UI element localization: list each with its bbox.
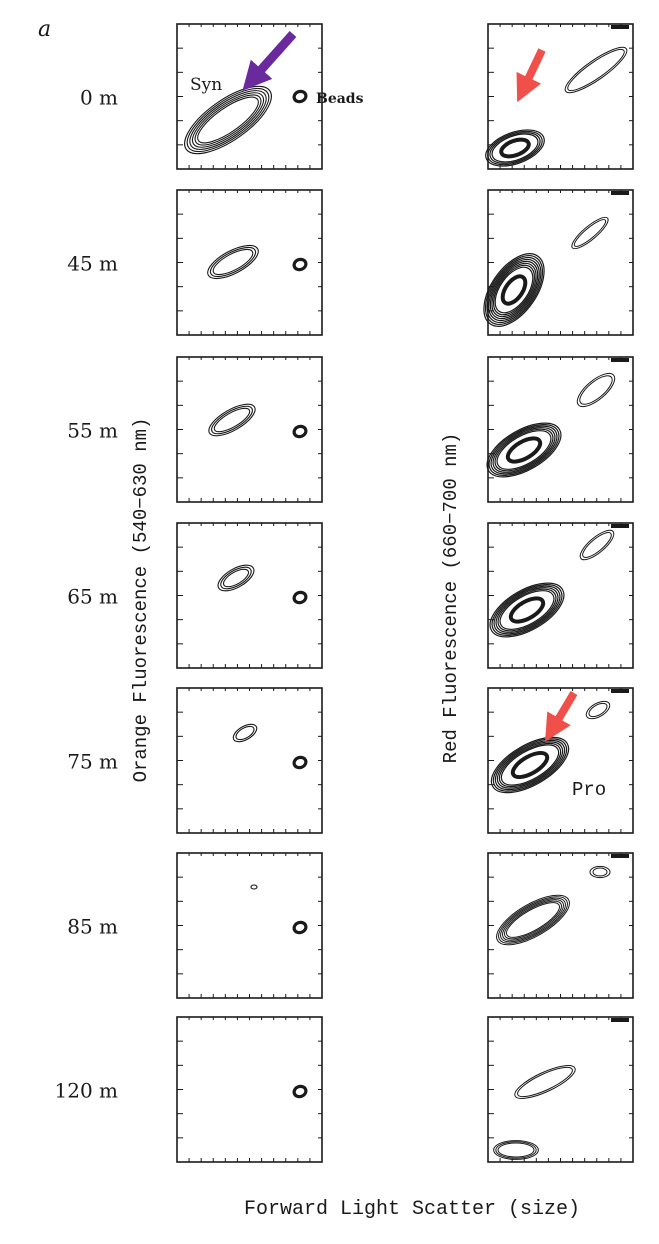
upper-cluster: [564, 46, 628, 94]
syn-cluster: [217, 564, 255, 592]
axis-ticks: [177, 24, 322, 169]
orange-panels: [176, 23, 323, 1163]
orange-panel: [176, 687, 323, 834]
pro-arrow: [545, 690, 578, 742]
upper-cluster: [579, 529, 615, 561]
pro-cluster: [493, 1140, 539, 1160]
upper-cluster: [585, 700, 611, 720]
axis-ticks: [177, 1017, 322, 1162]
red-panel: [487, 1016, 634, 1163]
orange-panel: [176, 356, 323, 503]
red-panel: [483, 189, 634, 336]
depth-label: 0 m: [80, 86, 118, 110]
axis-ticks: [177, 688, 322, 833]
pro-core: [510, 750, 550, 780]
red-panels: [483, 23, 634, 1163]
axis-ticks: [488, 190, 633, 335]
red-y-axis-label: Red Fluorescence (660−700 nm): [440, 433, 462, 764]
pro-cluster: [486, 422, 562, 478]
syn-cluster: [250, 884, 258, 890]
pro-cluster: [483, 253, 545, 327]
pro-core: [499, 137, 531, 159]
syn-cluster: [184, 85, 272, 155]
panel-letter: a: [38, 17, 51, 42]
axis-ticks: [488, 853, 633, 998]
syn-arrow: [242, 31, 297, 91]
axis-ticks: [488, 357, 633, 502]
orange-panel: [176, 852, 323, 999]
axis-ticks: [177, 190, 322, 335]
orange-panel: [176, 522, 323, 669]
axis-ticks: [488, 523, 633, 668]
upper-cluster: [576, 372, 616, 408]
axis-ticks: [177, 523, 322, 668]
red-panel: [487, 687, 634, 834]
orange-panel: [176, 23, 323, 170]
red-panel: [487, 522, 634, 669]
pro-cluster: [485, 129, 545, 167]
plot-frame: [176, 852, 323, 999]
red-arrow-top: [516, 48, 546, 103]
orange-y-axis-label: Orange Fluorescence (540−630 nm): [130, 418, 152, 783]
syn-cluster: [232, 723, 258, 743]
plot-frame: [176, 687, 323, 834]
pro-cluster: [496, 894, 570, 946]
axis-ticks: [488, 688, 633, 833]
upper-cluster: [571, 216, 609, 250]
axis-ticks: [177, 853, 322, 998]
plot-frame: [176, 522, 323, 669]
plot-frame: [176, 1016, 323, 1163]
beads-cluster: [292, 424, 308, 439]
depth-label: 55 m: [67, 419, 118, 443]
x-axis-label: Forward Light Scatter (size): [244, 1198, 580, 1221]
pro-annotation: Pro: [572, 779, 606, 801]
axis-ticks: [488, 24, 633, 169]
orange-panel: [176, 1016, 323, 1163]
plot-frame: [487, 1016, 634, 1163]
axis-ticks: [177, 357, 322, 502]
beads-cluster: [292, 755, 308, 770]
depth-label: 45 m: [67, 252, 118, 276]
beads-cluster: [292, 590, 308, 605]
orange-panel: [176, 189, 323, 336]
plot-frame: [487, 356, 634, 503]
syn-annotation: Syn: [190, 75, 222, 95]
plot-frame: [487, 23, 634, 170]
beads-cluster: [292, 89, 308, 104]
pro-cluster: [490, 736, 570, 794]
red-panel: [487, 852, 634, 999]
red-panel: [486, 356, 634, 503]
beads-annotation: Beads: [316, 91, 364, 107]
axis-ticks: [488, 1017, 633, 1162]
depth-labels: 0 m 45 m 55 m 65 m 75 m 85 m 120 m: [55, 86, 119, 1103]
depth-label: 120 m: [55, 1079, 119, 1103]
beads-cluster: [292, 920, 308, 935]
pro-core: [505, 436, 543, 464]
beads-cluster: [292, 1084, 308, 1099]
depth-label: 75 m: [67, 750, 118, 774]
syn-cluster: [207, 244, 259, 280]
depth-label: 85 m: [67, 915, 118, 939]
pro-cluster: [489, 582, 565, 638]
plot-frame: [176, 356, 323, 503]
red-panel: [485, 23, 634, 170]
upper-cluster: [514, 1065, 576, 1099]
depth-label: 65 m: [67, 585, 118, 609]
beads-cluster: [292, 257, 308, 272]
pro-core: [508, 596, 546, 624]
upper-cluster: [589, 865, 611, 879]
pro-core: [500, 274, 528, 306]
syn-cluster: [208, 403, 256, 437]
